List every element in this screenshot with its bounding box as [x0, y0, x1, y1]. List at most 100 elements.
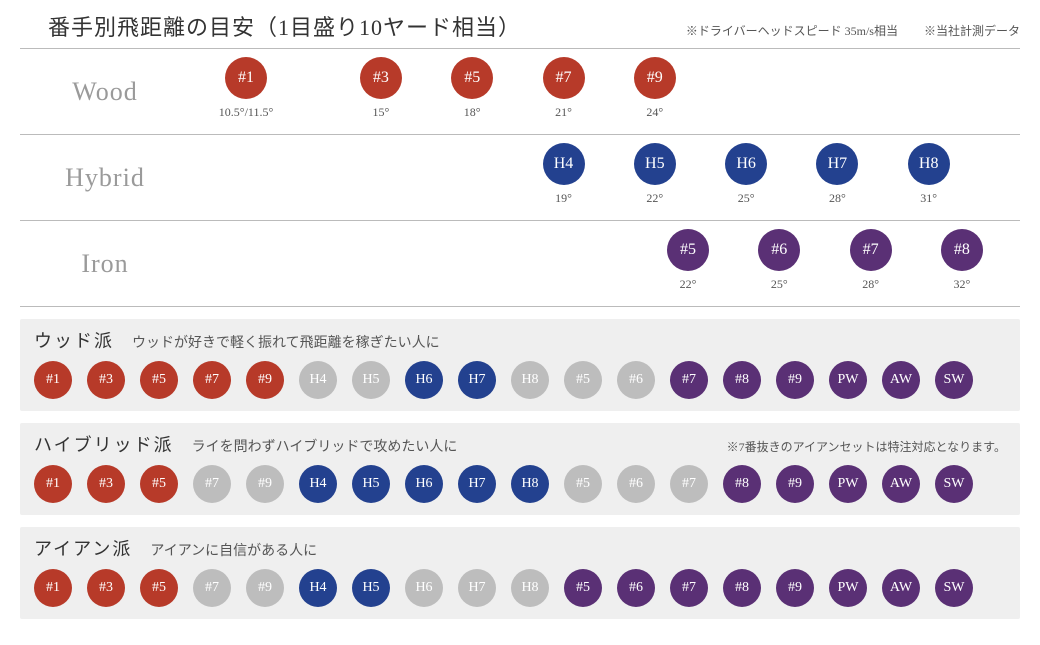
club-slot: H625°: [725, 143, 767, 206]
club-slot: #721°: [543, 57, 585, 120]
club-chip: H8: [511, 465, 549, 503]
page-title: 番手別飛距離の目安（1目盛り10ヤード相当）: [48, 10, 521, 42]
rec-title: ウッド派: [34, 327, 114, 353]
club-chip: SW: [935, 465, 973, 503]
title-notes: ※ドライバーヘッドスピード 35m/s相当 ※当社計測データ: [686, 22, 1020, 39]
club-chip: #7: [670, 465, 708, 503]
club-chip: AW: [882, 569, 920, 607]
club-chip: #5: [140, 465, 178, 503]
club-circle: #8: [941, 229, 983, 271]
club-slot: H728°: [816, 143, 858, 206]
club-slot: #110.5°/11.5°: [219, 57, 274, 120]
club-circle: #5: [451, 57, 493, 99]
club-slot: #832°: [941, 229, 983, 292]
club-circle: H4: [543, 143, 585, 185]
rec-subtitle: アイアンに自信がある人に: [150, 540, 317, 560]
club-chip: H7: [458, 465, 496, 503]
club-chip: #9: [246, 465, 284, 503]
club-chip: #9: [776, 361, 814, 399]
chart-row-wood: Wood#110.5°/11.5°#315°#518°#721°#924°: [20, 49, 1020, 135]
club-chip: H6: [405, 361, 443, 399]
club-loft: 24°: [646, 105, 663, 120]
rec-chips: #1#3#5#7#9H4H5H6H7H8#5#6#7#8#9PWAWSW: [34, 465, 1006, 503]
rec-section: アイアン派アイアンに自信がある人に#1#3#5#7#9H4H5H6H7H8#5#…: [20, 527, 1020, 619]
club-loft: 21°: [555, 105, 572, 120]
club-chip: H5: [352, 465, 390, 503]
club-circle: #5: [667, 229, 709, 271]
club-chip: #5: [140, 361, 178, 399]
note-head-speed: ※ドライバーヘッドスピード 35m/s相当: [686, 22, 898, 39]
rec-head: ウッド派ウッドが好きで軽く振れて飛距離を稼ぎたい人に: [34, 327, 1006, 353]
club-chip: #3: [87, 465, 125, 503]
club-chip: #5: [564, 465, 602, 503]
rec-chips: #1#3#5#7#9H4H5H6H7H8#5#6#7#8#9PWAWSW: [34, 569, 1006, 607]
rec-section: ウッド派ウッドが好きで軽く振れて飛距離を稼ぎたい人に#1#3#5#7#9H4H5…: [20, 319, 1020, 411]
club-chip: #5: [564, 361, 602, 399]
club-chip: SW: [935, 569, 973, 607]
rec-note: ※7番抜きのアイアンセットは特注対応となります。: [727, 438, 1006, 455]
club-chip: H4: [299, 465, 337, 503]
club-loft: 22°: [646, 191, 663, 206]
club-circle: H5: [634, 143, 676, 185]
club-chip: SW: [935, 361, 973, 399]
club-chip: #5: [564, 569, 602, 607]
club-chip: H6: [405, 569, 443, 607]
club-chip: #9: [246, 361, 284, 399]
chart-row-iron: Iron#522°#625°#728°#832°: [20, 221, 1020, 307]
club-loft: 15°: [372, 105, 389, 120]
club-circle: H6: [725, 143, 767, 185]
club-slot: #518°: [451, 57, 493, 120]
club-chip: #8: [723, 361, 761, 399]
distance-chart: Wood#110.5°/11.5°#315°#518°#721°#924°Hyb…: [20, 48, 1020, 307]
rec-chips: #1#3#5#7#9H4H5H6H7H8#5#6#7#8#9PWAWSW: [34, 361, 1006, 399]
club-chip: H8: [511, 569, 549, 607]
club-loft: 28°: [829, 191, 846, 206]
club-circle: #6: [758, 229, 800, 271]
rec-subtitle: ライを問わずハイブリッドで攻めたい人に: [192, 436, 458, 456]
club-chip: #9: [246, 569, 284, 607]
club-circle: H8: [908, 143, 950, 185]
club-chip: #1: [34, 569, 72, 607]
club-chip: H7: [458, 361, 496, 399]
club-chip: #7: [670, 569, 708, 607]
club-loft: 19°: [555, 191, 572, 206]
row-label: Wood: [20, 77, 190, 107]
row-label: Iron: [20, 249, 190, 279]
club-loft: 28°: [862, 277, 879, 292]
club-slot: #522°: [667, 229, 709, 292]
club-chip: H8: [511, 361, 549, 399]
club-loft: 10.5°/11.5°: [219, 105, 274, 120]
club-chip: H4: [299, 569, 337, 607]
rec-subtitle: ウッドが好きで軽く振れて飛距離を稼ぎたい人に: [132, 332, 440, 352]
club-loft: 25°: [771, 277, 788, 292]
row-label: Hybrid: [20, 163, 190, 193]
club-slot: H831°: [908, 143, 950, 206]
rec-title: アイアン派: [34, 535, 132, 561]
club-chip: #3: [87, 569, 125, 607]
club-chip: H4: [299, 361, 337, 399]
club-chip: PW: [829, 569, 867, 607]
club-chip: #8: [723, 465, 761, 503]
club-chip: H5: [352, 569, 390, 607]
club-loft: 18°: [464, 105, 481, 120]
club-slot: #625°: [758, 229, 800, 292]
club-circle: #7: [850, 229, 892, 271]
club-loft: 22°: [680, 277, 697, 292]
club-circle: H7: [816, 143, 858, 185]
club-chip: #6: [617, 465, 655, 503]
club-chip: PW: [829, 361, 867, 399]
rec-section: ハイブリッド派ライを問わずハイブリッドで攻めたい人に※7番抜きのアイアンセットは…: [20, 423, 1020, 515]
club-circle: #9: [634, 57, 676, 99]
club-chip: #7: [193, 465, 231, 503]
club-loft: 32°: [953, 277, 970, 292]
club-chip: H6: [405, 465, 443, 503]
club-chip: H7: [458, 569, 496, 607]
club-chip: #5: [140, 569, 178, 607]
club-chip: #3: [87, 361, 125, 399]
club-chip: #7: [193, 361, 231, 399]
club-chip: AW: [882, 465, 920, 503]
club-chip: #7: [670, 361, 708, 399]
club-loft: 31°: [920, 191, 937, 206]
club-chip: H5: [352, 361, 390, 399]
rec-head: ハイブリッド派ライを問わずハイブリッドで攻めたい人に※7番抜きのアイアンセットは…: [34, 431, 1006, 457]
